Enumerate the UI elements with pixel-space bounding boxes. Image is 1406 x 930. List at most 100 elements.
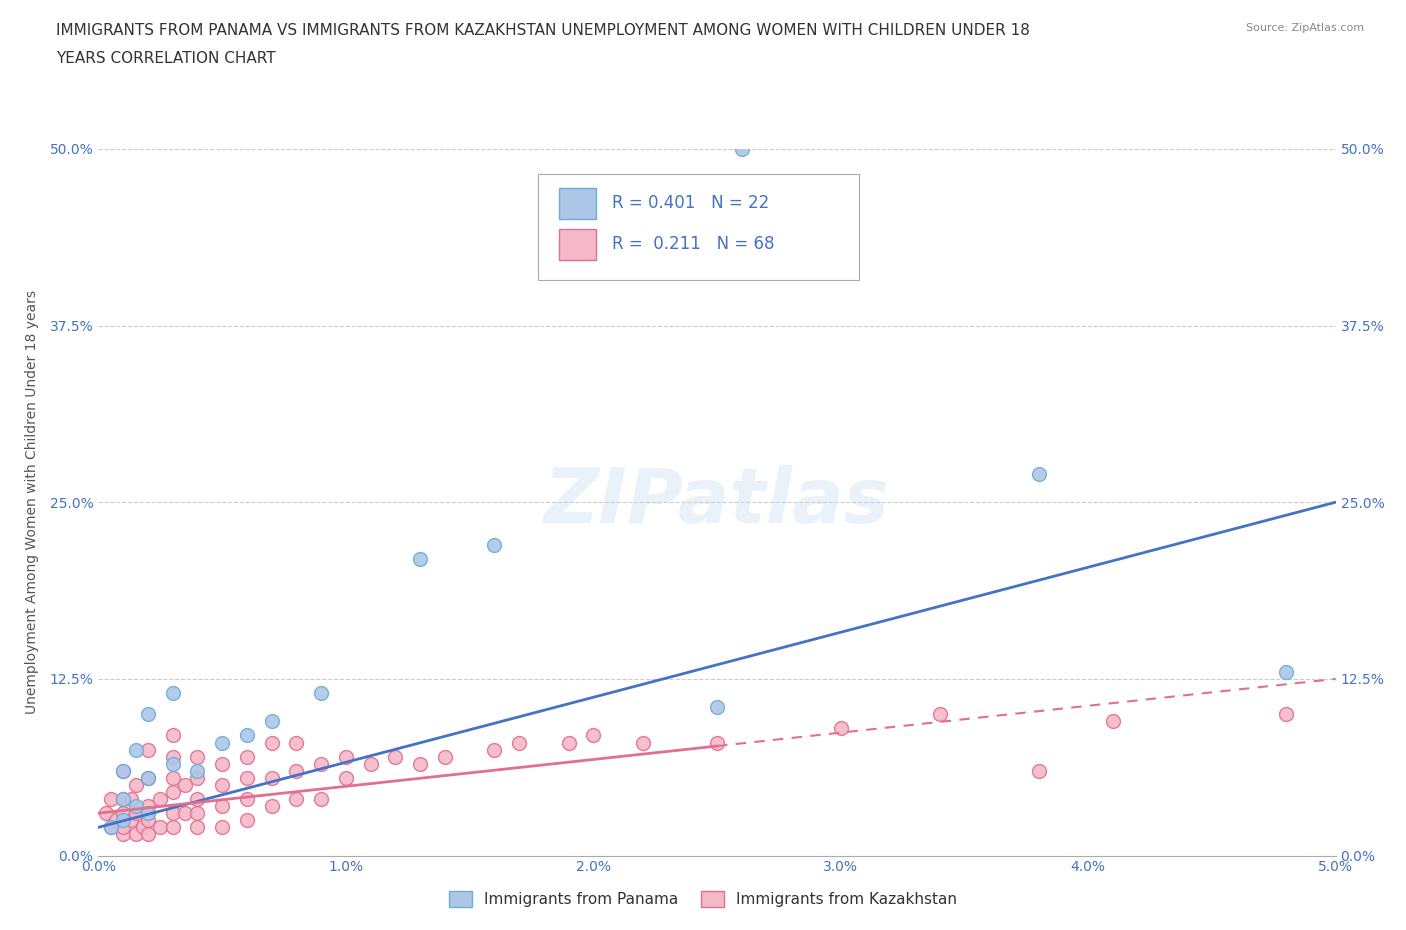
Point (120, 813, 142, 828)
FancyBboxPatch shape (537, 174, 859, 280)
Point (136, 742, 159, 757)
Point (124, 827, 146, 842)
Point (260, 799, 283, 814)
Point (162, 756, 184, 771)
Point (112, 791, 135, 806)
Point (162, 785, 184, 800)
Point (186, 764, 208, 778)
Point (309, 685, 332, 700)
Point (409, 551, 432, 566)
Point (136, 770, 159, 785)
Point (186, 750, 208, 764)
Point (211, 820, 233, 835)
Point (124, 742, 146, 757)
Point (120, 791, 142, 806)
Point (162, 805, 184, 820)
Point (132, 820, 155, 835)
Bar (558, 229, 596, 260)
Point (211, 777, 233, 792)
Point (162, 820, 184, 835)
Point (484, 742, 506, 757)
Point (149, 791, 172, 806)
Point (236, 750, 259, 764)
Text: IMMIGRANTS FROM PANAMA VS IMMIGRANTS FROM KAZAKHSTAN UNEMPLOYMENT AMONG WOMEN WI: IMMIGRANTS FROM PANAMA VS IMMIGRANTS FRO… (56, 23, 1031, 38)
Point (1028, 764, 1050, 778)
Text: R =  0.211   N = 68: R = 0.211 N = 68 (612, 235, 775, 253)
Point (162, 750, 184, 764)
Point (100, 820, 122, 835)
Point (928, 707, 950, 722)
Point (124, 777, 146, 792)
Point (211, 735, 233, 750)
Point (112, 820, 135, 835)
Point (211, 756, 233, 771)
Point (162, 685, 184, 700)
Point (706, 735, 728, 750)
Text: YEARS CORRELATION CHART: YEARS CORRELATION CHART (56, 51, 276, 66)
Point (136, 770, 159, 785)
Point (174, 777, 197, 792)
Point (285, 791, 308, 806)
Point (236, 791, 259, 806)
Point (186, 820, 208, 835)
Point (174, 805, 197, 820)
Point (384, 750, 406, 764)
Point (94, 805, 117, 820)
Point (260, 735, 283, 750)
Point (631, 735, 654, 750)
Point (260, 770, 283, 785)
Point (162, 770, 184, 785)
Point (162, 728, 184, 743)
Point (285, 764, 308, 778)
Point (136, 827, 159, 842)
Point (112, 764, 135, 778)
Point (706, 699, 728, 714)
Point (112, 764, 135, 778)
Point (186, 770, 208, 785)
Point (731, 141, 754, 156)
Point (409, 756, 432, 771)
Point (309, 756, 332, 771)
Text: Source: ZipAtlas.com: Source: ZipAtlas.com (1246, 23, 1364, 33)
Point (285, 735, 308, 750)
Legend: Immigrants from Panama, Immigrants from Kazakhstan: Immigrants from Panama, Immigrants from … (443, 884, 963, 913)
Point (484, 538, 506, 552)
Point (1275, 707, 1298, 722)
Point (186, 805, 208, 820)
Point (186, 791, 208, 806)
Point (309, 791, 332, 806)
Point (112, 813, 135, 828)
Point (260, 714, 283, 729)
Point (236, 813, 259, 828)
Point (582, 728, 605, 743)
Y-axis label: Unemployment Among Women with Children Under 18 years: Unemployment Among Women with Children U… (24, 290, 38, 714)
Point (104, 813, 127, 828)
Point (335, 770, 357, 785)
Point (335, 750, 357, 764)
Point (100, 820, 122, 835)
Point (136, 799, 159, 814)
Text: ZIPatlas: ZIPatlas (544, 465, 890, 539)
Point (112, 791, 135, 806)
Point (136, 813, 159, 828)
Point (124, 805, 146, 820)
Point (112, 827, 135, 842)
Point (100, 791, 122, 806)
Point (830, 721, 852, 736)
Point (136, 805, 159, 820)
Point (124, 799, 146, 814)
Text: R = 0.401   N = 22: R = 0.401 N = 22 (612, 194, 769, 212)
Point (1102, 714, 1125, 729)
Point (508, 735, 530, 750)
Point (557, 735, 579, 750)
Point (236, 728, 259, 743)
Point (236, 770, 259, 785)
Point (112, 805, 135, 820)
Bar (558, 188, 596, 219)
Point (149, 820, 172, 835)
Point (136, 707, 159, 722)
Point (433, 750, 456, 764)
Point (360, 756, 382, 771)
Point (211, 799, 233, 814)
Point (1028, 467, 1050, 482)
